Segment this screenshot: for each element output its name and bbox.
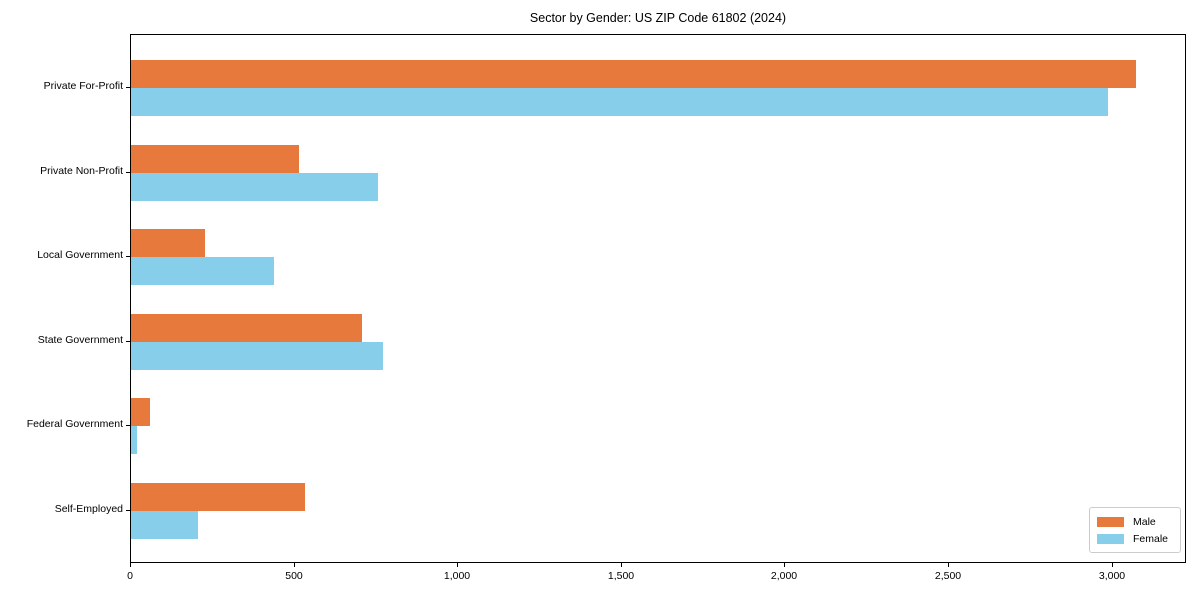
y-tick-mark [126,172,130,173]
female-legend-swatch [1097,533,1124,544]
y-tick-label-local-government: Local Government [37,249,123,261]
y-tick-label-private-for-profit: Private For-Profit [43,80,123,92]
x-tick-mark [784,563,785,567]
legend-item-female: Female [1097,530,1173,547]
legend: Male Female [1089,507,1181,553]
legend-item-male: Male [1097,513,1173,530]
bar-male-local-government [131,229,206,258]
bar-male-federal-government [131,398,150,427]
x-tick-mark [294,563,295,567]
male-legend-swatch [1097,516,1124,527]
bar-female-private-non-profit [131,172,379,201]
x-tick-label-0: 0 [127,570,133,582]
y-tick-mark [126,256,130,257]
x-tick-label-1-000: 1,000 [443,570,471,582]
x-tick-mark [1112,563,1113,567]
y-tick-mark [126,87,130,88]
x-tick-label-2-000: 2,000 [770,570,798,582]
plot-area: Male Female [130,34,1186,563]
y-tick-mark [126,425,130,426]
bar-female-state-government [131,341,383,370]
chart-title: Sector by Gender: US ZIP Code 61802 (202… [529,11,787,25]
x-tick-mark [457,563,458,567]
x-tick-label-1-500: 1,500 [607,570,635,582]
y-tick-label-federal-government: Federal Government [26,418,123,430]
bar-male-self-employed [131,483,306,512]
y-tick-mark [126,341,130,342]
y-tick-label-state-government: State Government [37,334,123,346]
legend-label-female: Female [1133,532,1169,545]
bar-female-self-employed [131,511,198,540]
bar-female-local-government [131,257,275,286]
y-tick-label-self-employed: Self-Employed [54,503,123,515]
legend-label-male: Male [1133,515,1156,528]
x-tick-mark [948,563,949,567]
x-tick-label-2-500: 2,500 [934,570,962,582]
bar-male-state-government [131,313,363,342]
bar-female-federal-government [131,426,138,455]
x-tick-label-3-000: 3,000 [1098,570,1126,582]
x-tick-label-500: 500 [285,570,303,582]
bar-female-private-for-profit [131,87,1108,116]
x-tick-mark [621,563,622,567]
y-tick-mark [126,510,130,511]
bar-male-private-non-profit [131,144,300,173]
x-tick-mark [130,563,131,567]
y-tick-label-private-non-profit: Private Non-Profit [40,165,123,177]
bar-male-private-for-profit [131,59,1136,88]
